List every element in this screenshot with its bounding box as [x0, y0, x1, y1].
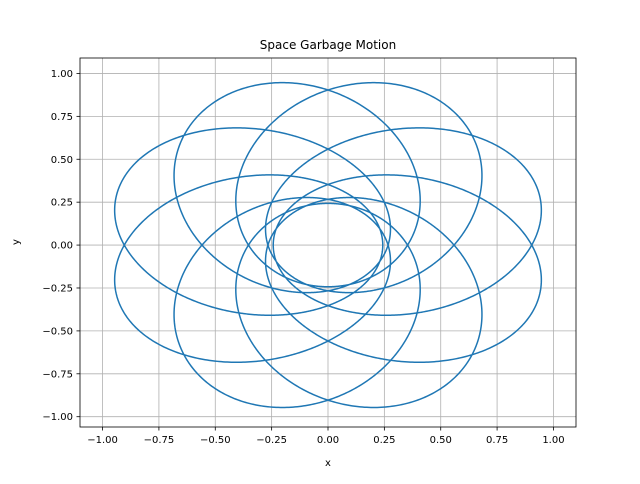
x-tick-label: 0.25 [373, 435, 395, 446]
chart-title: Space Garbage Motion [260, 38, 396, 52]
axis-ticks: −1.00 −0.75 −0.50 −0.25 0.00 0.25 0.50 0.75 1.00… [42, 69, 564, 446]
grid-lines [80, 58, 576, 427]
y-tick-label: 0.50 [51, 155, 73, 166]
y-tick-label: 1.00 [51, 69, 73, 80]
y-tick-label: −0.25 [42, 283, 73, 294]
y-tick-label: −0.50 [42, 326, 73, 337]
x-axis-label: x [325, 458, 331, 469]
trajectory-line [113, 81, 543, 409]
series-layer [113, 81, 543, 409]
x-tick-label: 0.50 [430, 435, 452, 446]
x-tick-label: −1.00 [87, 435, 118, 446]
x-tick-label: 1.00 [542, 435, 564, 446]
y-tick-label: 0.00 [51, 241, 73, 252]
x-tick-label: −0.25 [256, 435, 287, 446]
x-tick-label: 0.75 [486, 435, 508, 446]
x-tick-label: −0.75 [144, 435, 175, 446]
y-axis-label: y [11, 239, 22, 245]
x-tick-label: −0.50 [200, 435, 231, 446]
y-tick-label: −0.75 [42, 369, 73, 380]
y-tick-label: −1.00 [42, 412, 73, 423]
y-tick-label: 0.75 [51, 112, 73, 123]
x-tick-label: 0.00 [317, 435, 339, 446]
y-tick-label: 0.25 [51, 198, 73, 209]
